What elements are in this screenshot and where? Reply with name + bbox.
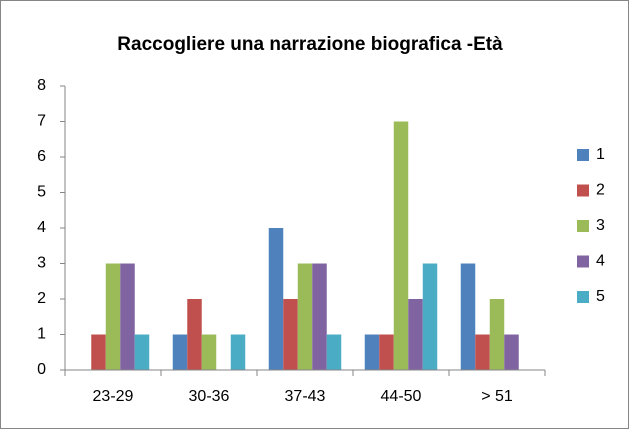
x-tick-label: > 51 — [481, 388, 513, 405]
bar — [460, 263, 476, 370]
y-tick-label: 0 — [37, 361, 46, 378]
bar — [120, 263, 135, 370]
legend-label: 5 — [596, 288, 605, 305]
y-tick-label: 8 — [37, 77, 46, 94]
y-tick-label: 5 — [37, 184, 46, 201]
chart-title: Raccogliere una narrazione biografica -E… — [117, 34, 503, 55]
legend-label: 3 — [596, 217, 605, 234]
y-tick-label: 3 — [37, 255, 46, 272]
bar — [268, 228, 284, 370]
bar — [312, 263, 327, 370]
x-tick-label: 44-50 — [381, 388, 422, 405]
legend-swatch — [577, 184, 589, 197]
legend-swatch — [577, 220, 589, 232]
legend-label: 1 — [596, 146, 605, 163]
bar — [201, 334, 217, 370]
bar — [393, 121, 409, 370]
y-tick-label: 2 — [37, 290, 46, 307]
legend-swatch — [577, 149, 589, 161]
bar — [187, 299, 202, 370]
x-tick-label: 23-29 — [93, 388, 134, 405]
legend-label: 2 — [596, 182, 605, 199]
x-tick-label: 30-36 — [189, 388, 230, 405]
y-tick-label: 7 — [37, 113, 46, 130]
y-tick-label: 4 — [37, 219, 46, 236]
bar — [408, 299, 423, 370]
bar — [326, 334, 342, 370]
y-tick-label: 1 — [37, 326, 46, 343]
bar — [105, 263, 121, 370]
bar — [230, 334, 246, 370]
bar — [364, 334, 380, 370]
x-tick-label: 37-43 — [285, 388, 326, 405]
legend-label: 4 — [596, 253, 605, 270]
bar — [489, 299, 505, 370]
legend-swatch — [577, 255, 589, 268]
legend-swatch — [577, 291, 589, 303]
bar — [283, 299, 298, 370]
y-tick-label: 6 — [37, 148, 46, 165]
bar — [172, 334, 188, 370]
bar — [379, 334, 394, 370]
bar — [422, 263, 438, 370]
bar — [297, 263, 313, 370]
bar — [134, 334, 150, 370]
bar — [504, 334, 519, 370]
bar — [475, 334, 490, 370]
bar — [91, 334, 106, 370]
